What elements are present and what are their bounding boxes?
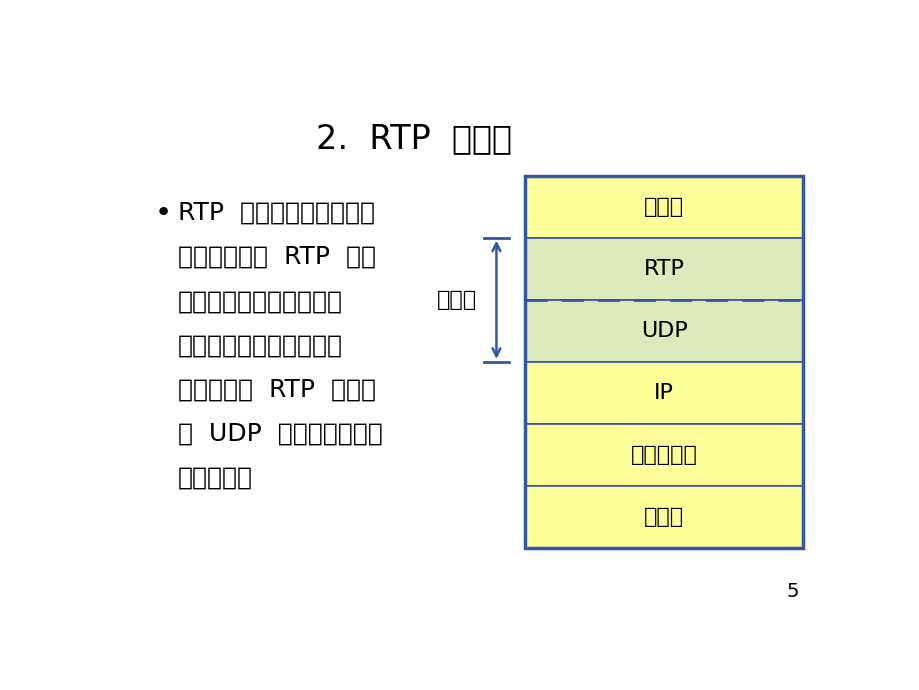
Text: 数据块。由于  RTP  向多: 数据块。由于 RTP 向多 (177, 245, 375, 269)
Text: 此也可以将  RTP  看成是: 此也可以将 RTP 看成是 (177, 377, 375, 402)
Bar (525, 176, 802, 548)
Text: 传输层: 传输层 (437, 290, 477, 310)
Text: 层的子层。: 层的子层。 (177, 466, 253, 490)
Bar (525, 299, 802, 362)
Text: 媒体应用程序提供了服务: 媒体应用程序提供了服务 (177, 289, 343, 313)
Bar (525, 486, 802, 548)
Text: 2.  RTP  的实现: 2. RTP 的实现 (316, 122, 512, 155)
Text: RTP: RTP (643, 259, 684, 279)
Text: IP: IP (653, 383, 674, 403)
Text: UDP: UDP (640, 321, 686, 341)
Text: 数据链路层: 数据链路层 (630, 445, 697, 464)
Text: 在  UDP  之上的一个传输: 在 UDP 之上的一个传输 (177, 422, 382, 446)
Text: 5: 5 (786, 582, 799, 601)
Text: 物理层: 物理层 (643, 506, 684, 526)
Text: 应用层: 应用层 (643, 197, 684, 217)
Text: •: • (154, 199, 171, 227)
Text: RTP  封装了多媒体应用的: RTP 封装了多媒体应用的 (177, 201, 374, 225)
Bar (525, 362, 802, 424)
Bar (525, 424, 802, 486)
Bar (525, 176, 802, 238)
Bar (525, 238, 802, 299)
Text: （如时间戳和序号），因: （如时间戳和序号），因 (177, 333, 343, 357)
